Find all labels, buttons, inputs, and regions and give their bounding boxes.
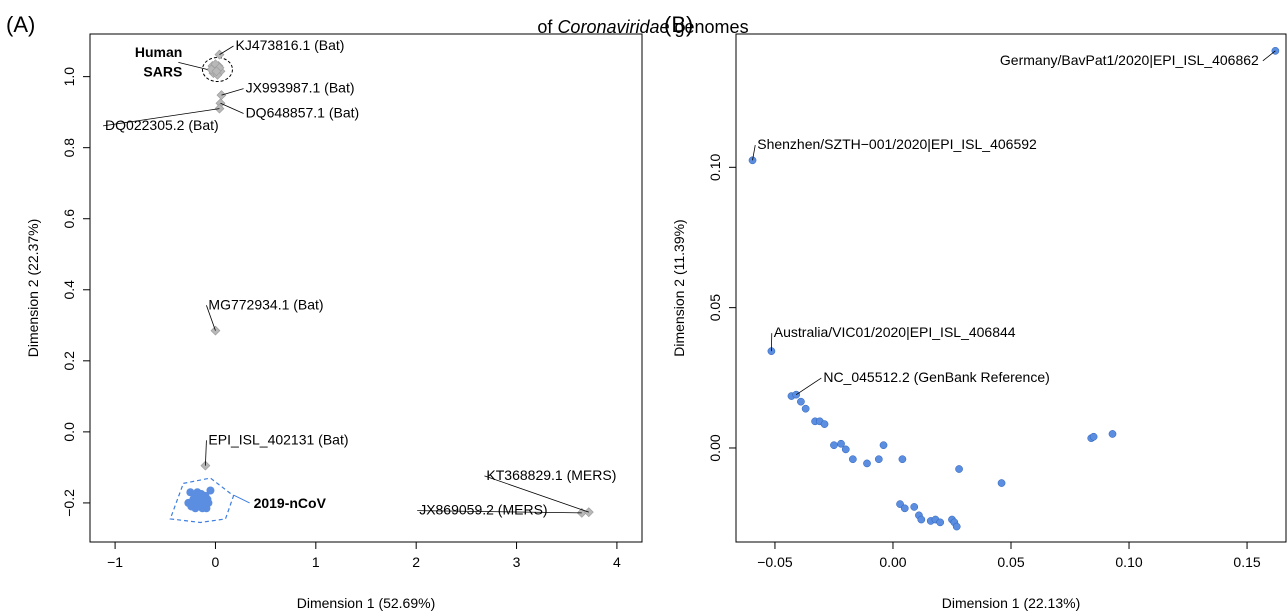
genome-point <box>830 441 838 450</box>
x-tick-label: 3 <box>513 554 521 570</box>
genome-point <box>801 404 810 413</box>
genome-point <box>910 503 919 511</box>
panel-a-xlabel: Dimension 1 (52.69%) <box>297 595 436 611</box>
title-prefix: of <box>537 17 553 37</box>
point-label: Germany/BavPat1/2020|EPI_ISL_406862 <box>1000 52 1259 68</box>
ncov-leader <box>233 494 250 504</box>
panel-a-marks: KJ473816.1 (Bat) JX993987.1 (Bat) DQ648857… <box>102 37 616 524</box>
panel-a-ticks: −1 0 1 2 3 4 −0.2 0.0 0.2 0.4 0.6 0.8 1.0 <box>61 67 621 570</box>
y-tick-label: 0.4 <box>61 280 77 300</box>
panel-a-frame <box>89 33 643 543</box>
genome-point <box>997 479 1006 487</box>
genome-point <box>898 455 907 464</box>
leader-line <box>1262 50 1276 62</box>
point-label: KJ473816.1 (Bat) <box>236 37 345 53</box>
x-tick-label: 1 <box>312 554 320 570</box>
ncov-hull <box>169 477 235 524</box>
leader-line <box>795 377 822 395</box>
genome-point <box>936 518 945 527</box>
panel-b-letter: (B) <box>664 12 693 37</box>
leader-line <box>102 108 220 127</box>
leader-line <box>417 510 582 514</box>
sars-hull <box>201 57 233 83</box>
genome-point <box>797 397 805 406</box>
leader-line <box>205 440 207 466</box>
x-tick-label: 4 <box>613 554 621 570</box>
point-label: Shenzhen/SZTH−001/2020|EPI_ISL_406592 <box>757 136 1037 152</box>
title-italic: Coronaviridae <box>557 17 669 37</box>
x-tick-label: 2 <box>412 554 420 570</box>
genome-point <box>952 522 961 531</box>
ncov-point <box>202 504 211 513</box>
point-label: NC_045512.2 (GenBank Reference) <box>823 369 1049 385</box>
x-tick-label: 0.15 <box>1233 554 1260 570</box>
group-label-human: Human <box>135 44 182 60</box>
x-tick-label: 0.10 <box>1115 554 1142 570</box>
genome-point <box>917 515 926 524</box>
ncov-point <box>206 486 215 495</box>
sars-point <box>211 66 222 77</box>
panel-b-ylabel: Dimension 2 (11.39%) <box>671 219 687 356</box>
genome-point <box>820 420 829 428</box>
y-tick-label: 0.8 <box>61 138 77 158</box>
genome-point <box>837 439 845 448</box>
leader-line <box>484 475 589 513</box>
genome-point <box>863 459 871 468</box>
group-label-ncov: 2019-nCoV <box>254 495 327 511</box>
y-tick-label: 1.0 <box>61 67 77 87</box>
y-tick-label: 0.05 <box>707 294 723 321</box>
genome-point <box>848 455 857 464</box>
panel-a-ylabel: Dimension 2 (22.37%) <box>25 219 41 358</box>
x-tick-label: 0.00 <box>879 554 906 570</box>
ncov-point <box>196 502 205 511</box>
x-tick-label: −1 <box>107 554 123 570</box>
title-suffix: genomes <box>675 17 749 37</box>
ncov-point <box>197 490 206 499</box>
sars-leader <box>178 62 208 70</box>
panel-b: (B) −0.05 0.00 0.05 0.10 0.15 0.00 0.05 0.10 Ge… <box>664 12 1287 611</box>
panel-b-ticks: −0.05 0.00 0.05 0.10 0.15 0.00 0.05 0.10 <box>707 153 1261 570</box>
leader-line <box>752 145 756 161</box>
point-label: JX993987.1 (Bat) <box>246 80 355 96</box>
y-tick-label: 0.0 <box>61 422 77 442</box>
y-tick-label: −0.2 <box>61 489 77 517</box>
genome-point <box>841 445 850 454</box>
panel-a-letter: (A) <box>6 12 35 37</box>
point-label: EPI_ISL_402131 (Bat) <box>208 431 348 447</box>
group-label-sars: SARS <box>143 64 182 80</box>
point-label: DQ648857.1 (Bat) <box>246 104 360 120</box>
y-tick-label: 0.2 <box>61 351 77 371</box>
point-label: MG772934.1 (Bat) <box>208 296 323 312</box>
genome-point <box>874 455 883 464</box>
x-tick-label: −0.05 <box>757 554 793 570</box>
genome-point <box>900 504 909 513</box>
genome-point <box>879 441 888 450</box>
genome-point <box>1108 430 1117 438</box>
y-tick-label: 0.6 <box>61 209 77 229</box>
leader-line <box>221 88 244 96</box>
leader-line <box>220 102 244 114</box>
x-tick-label: 0 <box>212 554 220 570</box>
x-tick-label: 0.05 <box>997 554 1024 570</box>
y-tick-label: 0.00 <box>707 434 723 461</box>
genome-point <box>955 465 963 473</box>
panel-b-xlabel: Dimension 1 (22.13%) <box>942 595 1081 611</box>
panel-b-frame <box>735 33 1287 543</box>
genome-point <box>1089 432 1098 441</box>
panel-b-marks: Germany/BavPat1/2020|EPI_ISL_406862 Shenz… <box>748 46 1280 531</box>
leader-line <box>206 305 216 331</box>
y-tick-label: 0.10 <box>707 153 723 180</box>
point-label: KT368829.1 (MERS) <box>486 467 616 483</box>
point-label: JX869059.2 (MERS) <box>419 502 547 518</box>
panel-a: (A) −1 0 1 2 3 4 −0.2 0.0 0.2 0.4 0.6 0.8 1.0 KJ4738… <box>6 12 643 611</box>
figure-title: of Coronaviridae genomes <box>537 17 748 37</box>
point-label: Australia/VIC01/2020|EPI_ISL_406844 <box>774 324 1016 340</box>
leader-line <box>219 45 234 55</box>
point-label: DQ022305.2 (Bat) <box>105 117 219 133</box>
bat-mers-point <box>583 507 594 518</box>
